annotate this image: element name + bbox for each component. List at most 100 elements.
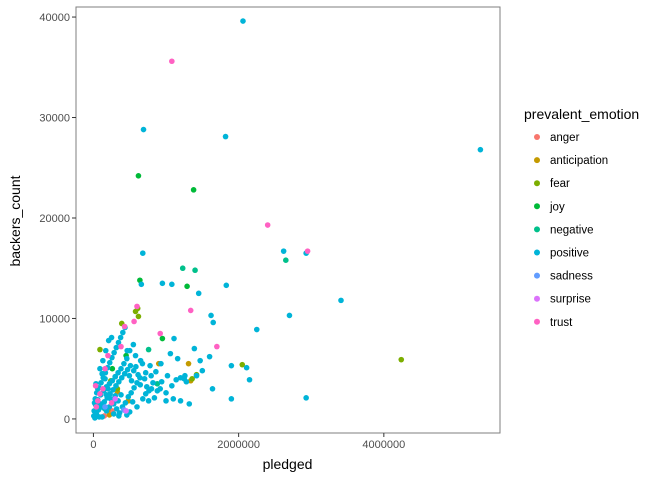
- point-positive: [131, 384, 137, 391]
- y-tick-label: 40000: [39, 12, 70, 24]
- point-joy: [190, 187, 197, 193]
- legend-key-negative: [534, 226, 540, 233]
- legend-label-fear: fear: [550, 178, 570, 190]
- point-positive: [118, 374, 125, 381]
- point-positive: [124, 355, 130, 362]
- legend-label-joy: joy: [549, 201, 565, 213]
- legend-key-trust: [534, 318, 540, 325]
- point-negative: [179, 265, 186, 272]
- point-negative: [192, 267, 198, 274]
- legend-label-anger: anger: [550, 132, 580, 144]
- point-positive: [173, 376, 179, 383]
- point-positive: [140, 126, 147, 133]
- point-positive: [120, 329, 126, 336]
- point-positive: [141, 375, 148, 382]
- point-positive: [113, 406, 120, 412]
- point-fear: [132, 308, 139, 315]
- point-positive: [169, 382, 175, 389]
- point-positive: [138, 281, 145, 288]
- legend: prevalent_emotion anger anticipation fear j…: [524, 106, 639, 329]
- point-fear: [398, 356, 405, 363]
- point-fear: [97, 346, 103, 353]
- point-positive: [222, 133, 229, 140]
- point-trust: [93, 404, 100, 410]
- point-positive: [116, 413, 122, 419]
- point-trust: [169, 58, 175, 65]
- point-positive: [137, 381, 144, 388]
- point-positive: [240, 18, 246, 24]
- point-positive: [102, 369, 109, 376]
- legend-key-positive: [534, 249, 540, 256]
- point-joy: [135, 172, 142, 179]
- point-positive: [246, 376, 253, 383]
- point-positive: [157, 385, 164, 392]
- point-positive: [197, 357, 203, 364]
- point-positive: [122, 400, 129, 406]
- point-positive: [139, 250, 146, 256]
- point-positive: [124, 366, 131, 373]
- point-trust: [108, 400, 115, 406]
- point-fear: [239, 361, 246, 368]
- point-trust: [121, 323, 128, 330]
- point-positive: [106, 359, 113, 366]
- point-positive: [243, 364, 250, 371]
- y-tick-label: 30000: [39, 113, 70, 125]
- point-positive: [133, 363, 139, 370]
- point-positive: [112, 373, 119, 380]
- point-positive: [148, 372, 154, 379]
- point-trust: [131, 318, 137, 325]
- point-positive: [303, 395, 309, 401]
- point-positive: [115, 339, 122, 346]
- point-positive: [193, 372, 200, 379]
- point-positive: [128, 377, 135, 384]
- point-positive: [253, 326, 260, 333]
- point-sadness: [102, 404, 108, 410]
- point-surprise: [112, 396, 119, 402]
- point-trust: [214, 343, 220, 350]
- point-positive: [110, 386, 116, 393]
- point-positive: [146, 388, 152, 394]
- point-positive: [111, 349, 117, 356]
- point-trust: [264, 222, 271, 228]
- data-points: [90, 18, 484, 421]
- legend-title: prevalent_emotion: [524, 106, 639, 122]
- legend-label-negative: negative: [550, 224, 593, 236]
- point-positive: [100, 374, 107, 381]
- point-joy: [184, 283, 190, 290]
- y-tick-label: 20000: [39, 213, 70, 225]
- point-joy: [109, 365, 116, 372]
- point-positive: [127, 362, 134, 369]
- point-positive: [115, 369, 121, 376]
- x-tick-label: 4000000: [362, 439, 405, 451]
- point-positive: [158, 378, 165, 385]
- point-positive: [105, 385, 111, 392]
- point-trust: [105, 352, 111, 359]
- point-negative: [283, 257, 289, 263]
- x-axis-title: pledged: [263, 456, 313, 472]
- point-positive: [118, 365, 124, 372]
- point-surprise: [123, 408, 129, 414]
- legend-key-surprise: [534, 295, 540, 302]
- point-positive: [199, 367, 206, 374]
- point-positive: [209, 385, 216, 392]
- point-positive: [170, 396, 177, 402]
- point-positive: [118, 392, 124, 398]
- point-positive: [129, 399, 136, 405]
- point-positive: [169, 281, 175, 288]
- point-positive: [223, 282, 230, 289]
- point-trust: [134, 303, 140, 310]
- point-positive: [135, 371, 141, 378]
- point-positive: [124, 347, 130, 354]
- panel-border: [75, 6, 501, 434]
- point-positive: [174, 355, 181, 362]
- legend-label-surprise: surprise: [550, 294, 591, 306]
- point-positive: [132, 352, 139, 359]
- point-positive: [286, 312, 293, 319]
- y-axis-title: backers_count: [7, 175, 23, 266]
- point-positive: [151, 395, 158, 401]
- point-positive: [477, 146, 484, 153]
- point-positive: [147, 362, 153, 369]
- point-positive: [158, 360, 164, 367]
- point-positive: [171, 335, 177, 342]
- point-positive: [183, 378, 190, 385]
